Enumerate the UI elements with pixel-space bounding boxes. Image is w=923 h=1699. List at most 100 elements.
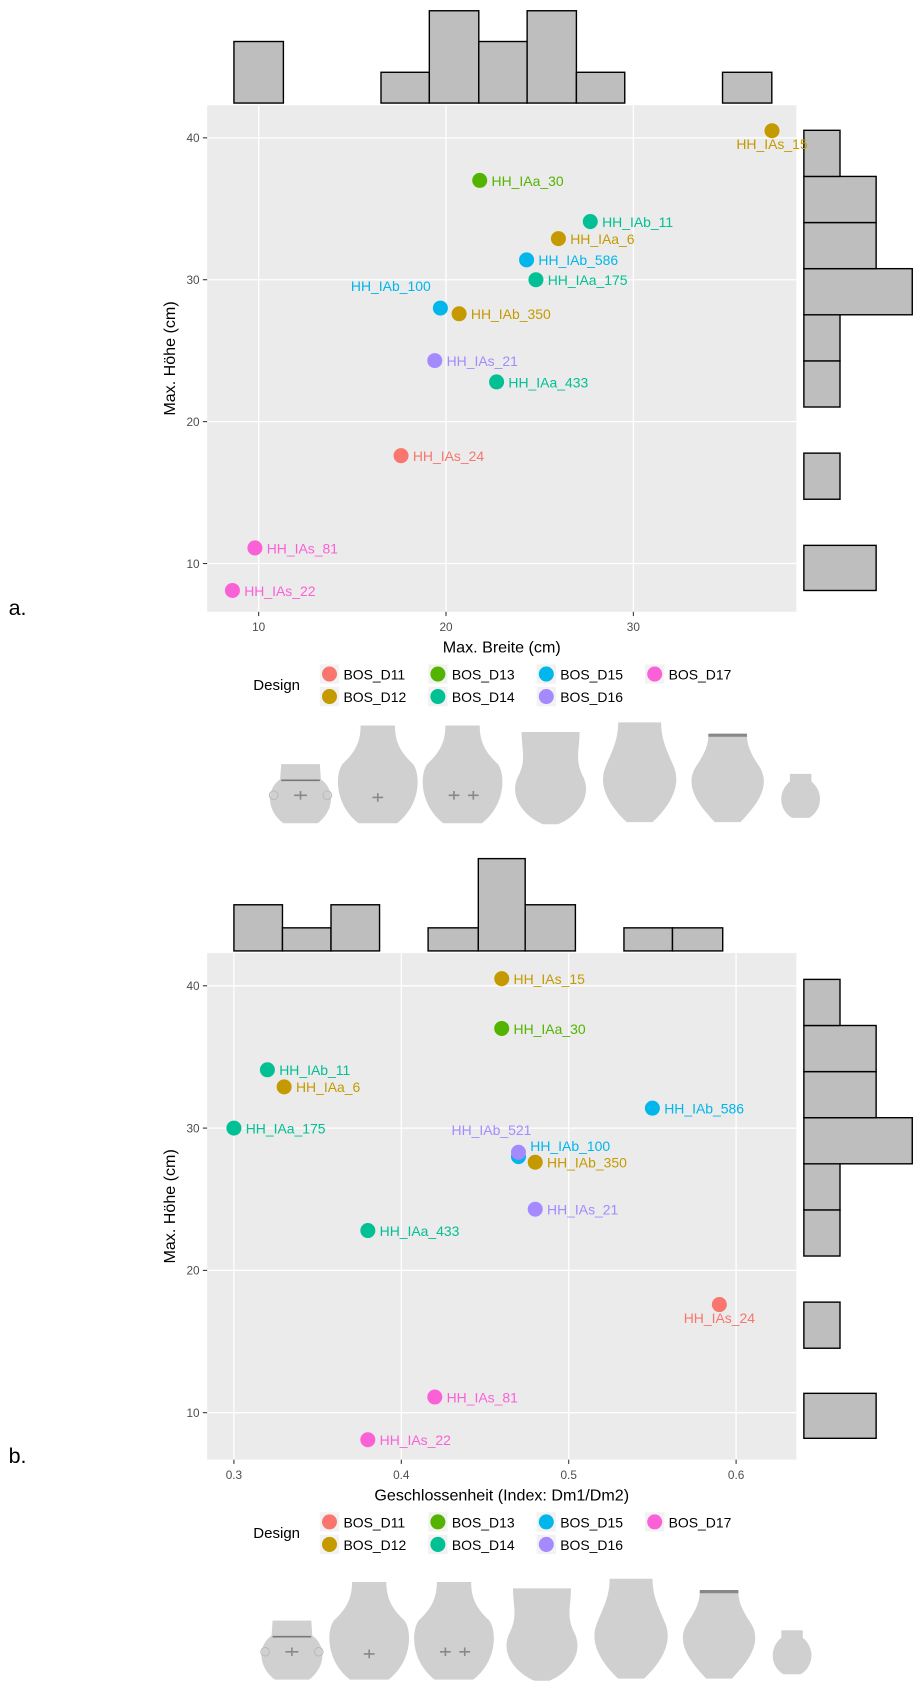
y-tick-label: 30 — [187, 273, 201, 287]
legend-swatch — [321, 666, 338, 682]
data-point — [528, 272, 544, 288]
x-axis-title: Geschlossenheit (Index: Dm1/Dm2) — [374, 1486, 629, 1504]
point-label: HH_IAa_433 — [380, 1223, 460, 1239]
data-point — [510, 1144, 526, 1160]
legend-swatch — [430, 689, 446, 705]
point-label: HH_IAs_81 — [447, 1389, 519, 1405]
data-point — [427, 1389, 443, 1405]
y-tick-label: 40 — [187, 131, 201, 145]
point-label: HH_IAb_350 — [471, 306, 551, 322]
legend-label: BOS_D12 — [343, 689, 406, 705]
legend-label: BOS_D11 — [343, 666, 405, 682]
legend-swatch — [321, 689, 338, 705]
legend-swatch — [430, 1514, 446, 1530]
point-label: HH_IAs_21 — [447, 353, 519, 369]
legend-label: BOS_D12 — [343, 1537, 406, 1553]
x-tick-label: 0.4 — [393, 1468, 410, 1482]
data-point — [360, 1223, 376, 1239]
vessel-silhouettes — [259, 1577, 814, 1683]
data-point — [224, 582, 240, 599]
point-label: HH_IAb_11 — [602, 214, 673, 230]
data-point — [226, 1120, 242, 1136]
point-label: HH_IAa_6 — [296, 1079, 361, 1095]
panel-label: a. — [9, 596, 27, 620]
x-tick-label: 0.3 — [226, 1468, 243, 1482]
data-point — [432, 300, 448, 316]
data-point — [582, 214, 598, 230]
data-point — [427, 353, 443, 369]
vessel-silhouettes — [267, 720, 822, 826]
point-label: HH_IAs_24 — [413, 448, 485, 464]
histogram-bar — [803, 1024, 877, 1073]
legend-swatch — [430, 666, 446, 682]
point-label: HH_IAs_21 — [547, 1202, 619, 1218]
histogram-bar — [803, 1070, 877, 1119]
point-label: HH_IAa_433 — [508, 374, 588, 390]
histogram-bar — [803, 1117, 913, 1165]
y-tick-label: 40 — [187, 979, 201, 993]
data-point — [550, 231, 566, 247]
data-point — [393, 448, 409, 464]
legend-label: BOS_D13 — [452, 666, 515, 682]
histogram-bar — [803, 1163, 841, 1211]
legend-label: BOS_D17 — [669, 1514, 732, 1530]
data-point — [711, 1297, 727, 1313]
x-tick-label: 10 — [252, 620, 266, 634]
point-label: HH_IAb_11 — [279, 1062, 350, 1078]
data-point — [494, 1020, 510, 1036]
data-point — [527, 1154, 543, 1170]
data-point — [494, 971, 510, 987]
legend-label: BOS_D14 — [452, 1537, 515, 1553]
histogram-bar — [330, 904, 381, 952]
histogram-bar — [803, 978, 841, 1027]
x-tick-label: 0.5 — [561, 1468, 578, 1482]
histogram-bar — [803, 314, 841, 362]
point-label: HH_IAs_22 — [380, 1432, 452, 1448]
point-label: HH_IAb_350 — [547, 1155, 627, 1171]
legend-label: BOS_D16 — [560, 1537, 623, 1553]
histogram-bar — [671, 927, 724, 952]
legend-label: BOS_D17 — [669, 666, 732, 682]
legend-swatch — [647, 1514, 663, 1530]
y-tick-label: 20 — [187, 1264, 201, 1278]
histogram-bar — [575, 71, 626, 104]
y-axis-title: Max. Höhe (cm) — [161, 301, 179, 415]
data-point — [764, 123, 780, 139]
legend-swatch — [321, 1536, 338, 1552]
legend-label: BOS_D14 — [452, 689, 515, 705]
histogram-bar — [803, 1209, 841, 1257]
point-label: HH_IAa_30 — [514, 1021, 586, 1037]
histogram-bar — [526, 10, 578, 104]
histogram-bar — [803, 129, 841, 178]
histogram-bar — [803, 267, 913, 316]
x-axis-title: Max. Breite (cm) — [443, 639, 561, 657]
point-label: HH_IAa_6 — [570, 231, 635, 247]
y-axis-title: Max. Höhe (cm) — [161, 1149, 179, 1263]
legend-title: Design — [253, 1525, 300, 1542]
histogram-bar — [803, 1392, 877, 1439]
histogram-bar — [803, 360, 841, 408]
legend-title: Design — [253, 677, 300, 694]
legend-label: BOS_D13 — [452, 1514, 515, 1530]
legend-label: BOS_D16 — [560, 689, 623, 705]
panel-label: b. — [9, 1444, 27, 1468]
legend-label: BOS_D11 — [343, 1514, 405, 1530]
legend-swatch — [647, 666, 663, 682]
point-label: HH_IAa_175 — [246, 1120, 326, 1136]
histogram-bar — [803, 221, 877, 270]
legend-swatch — [321, 1514, 338, 1530]
point-label: HH_IAa_175 — [548, 272, 628, 288]
histogram-bar — [428, 10, 480, 104]
data-point — [276, 1079, 292, 1095]
histogram-bar — [803, 544, 877, 592]
data-point — [527, 1201, 543, 1217]
x-tick-label: 20 — [439, 620, 453, 634]
y-tick-label: 20 — [187, 415, 201, 429]
point-label: HH_IAs_15 — [736, 136, 808, 152]
y-tick-label: 30 — [187, 1121, 201, 1135]
data-point — [360, 1432, 376, 1448]
point-label: HH_IAb_100 — [530, 1138, 610, 1154]
legend-swatch — [538, 1536, 554, 1552]
data-point — [259, 1062, 275, 1078]
